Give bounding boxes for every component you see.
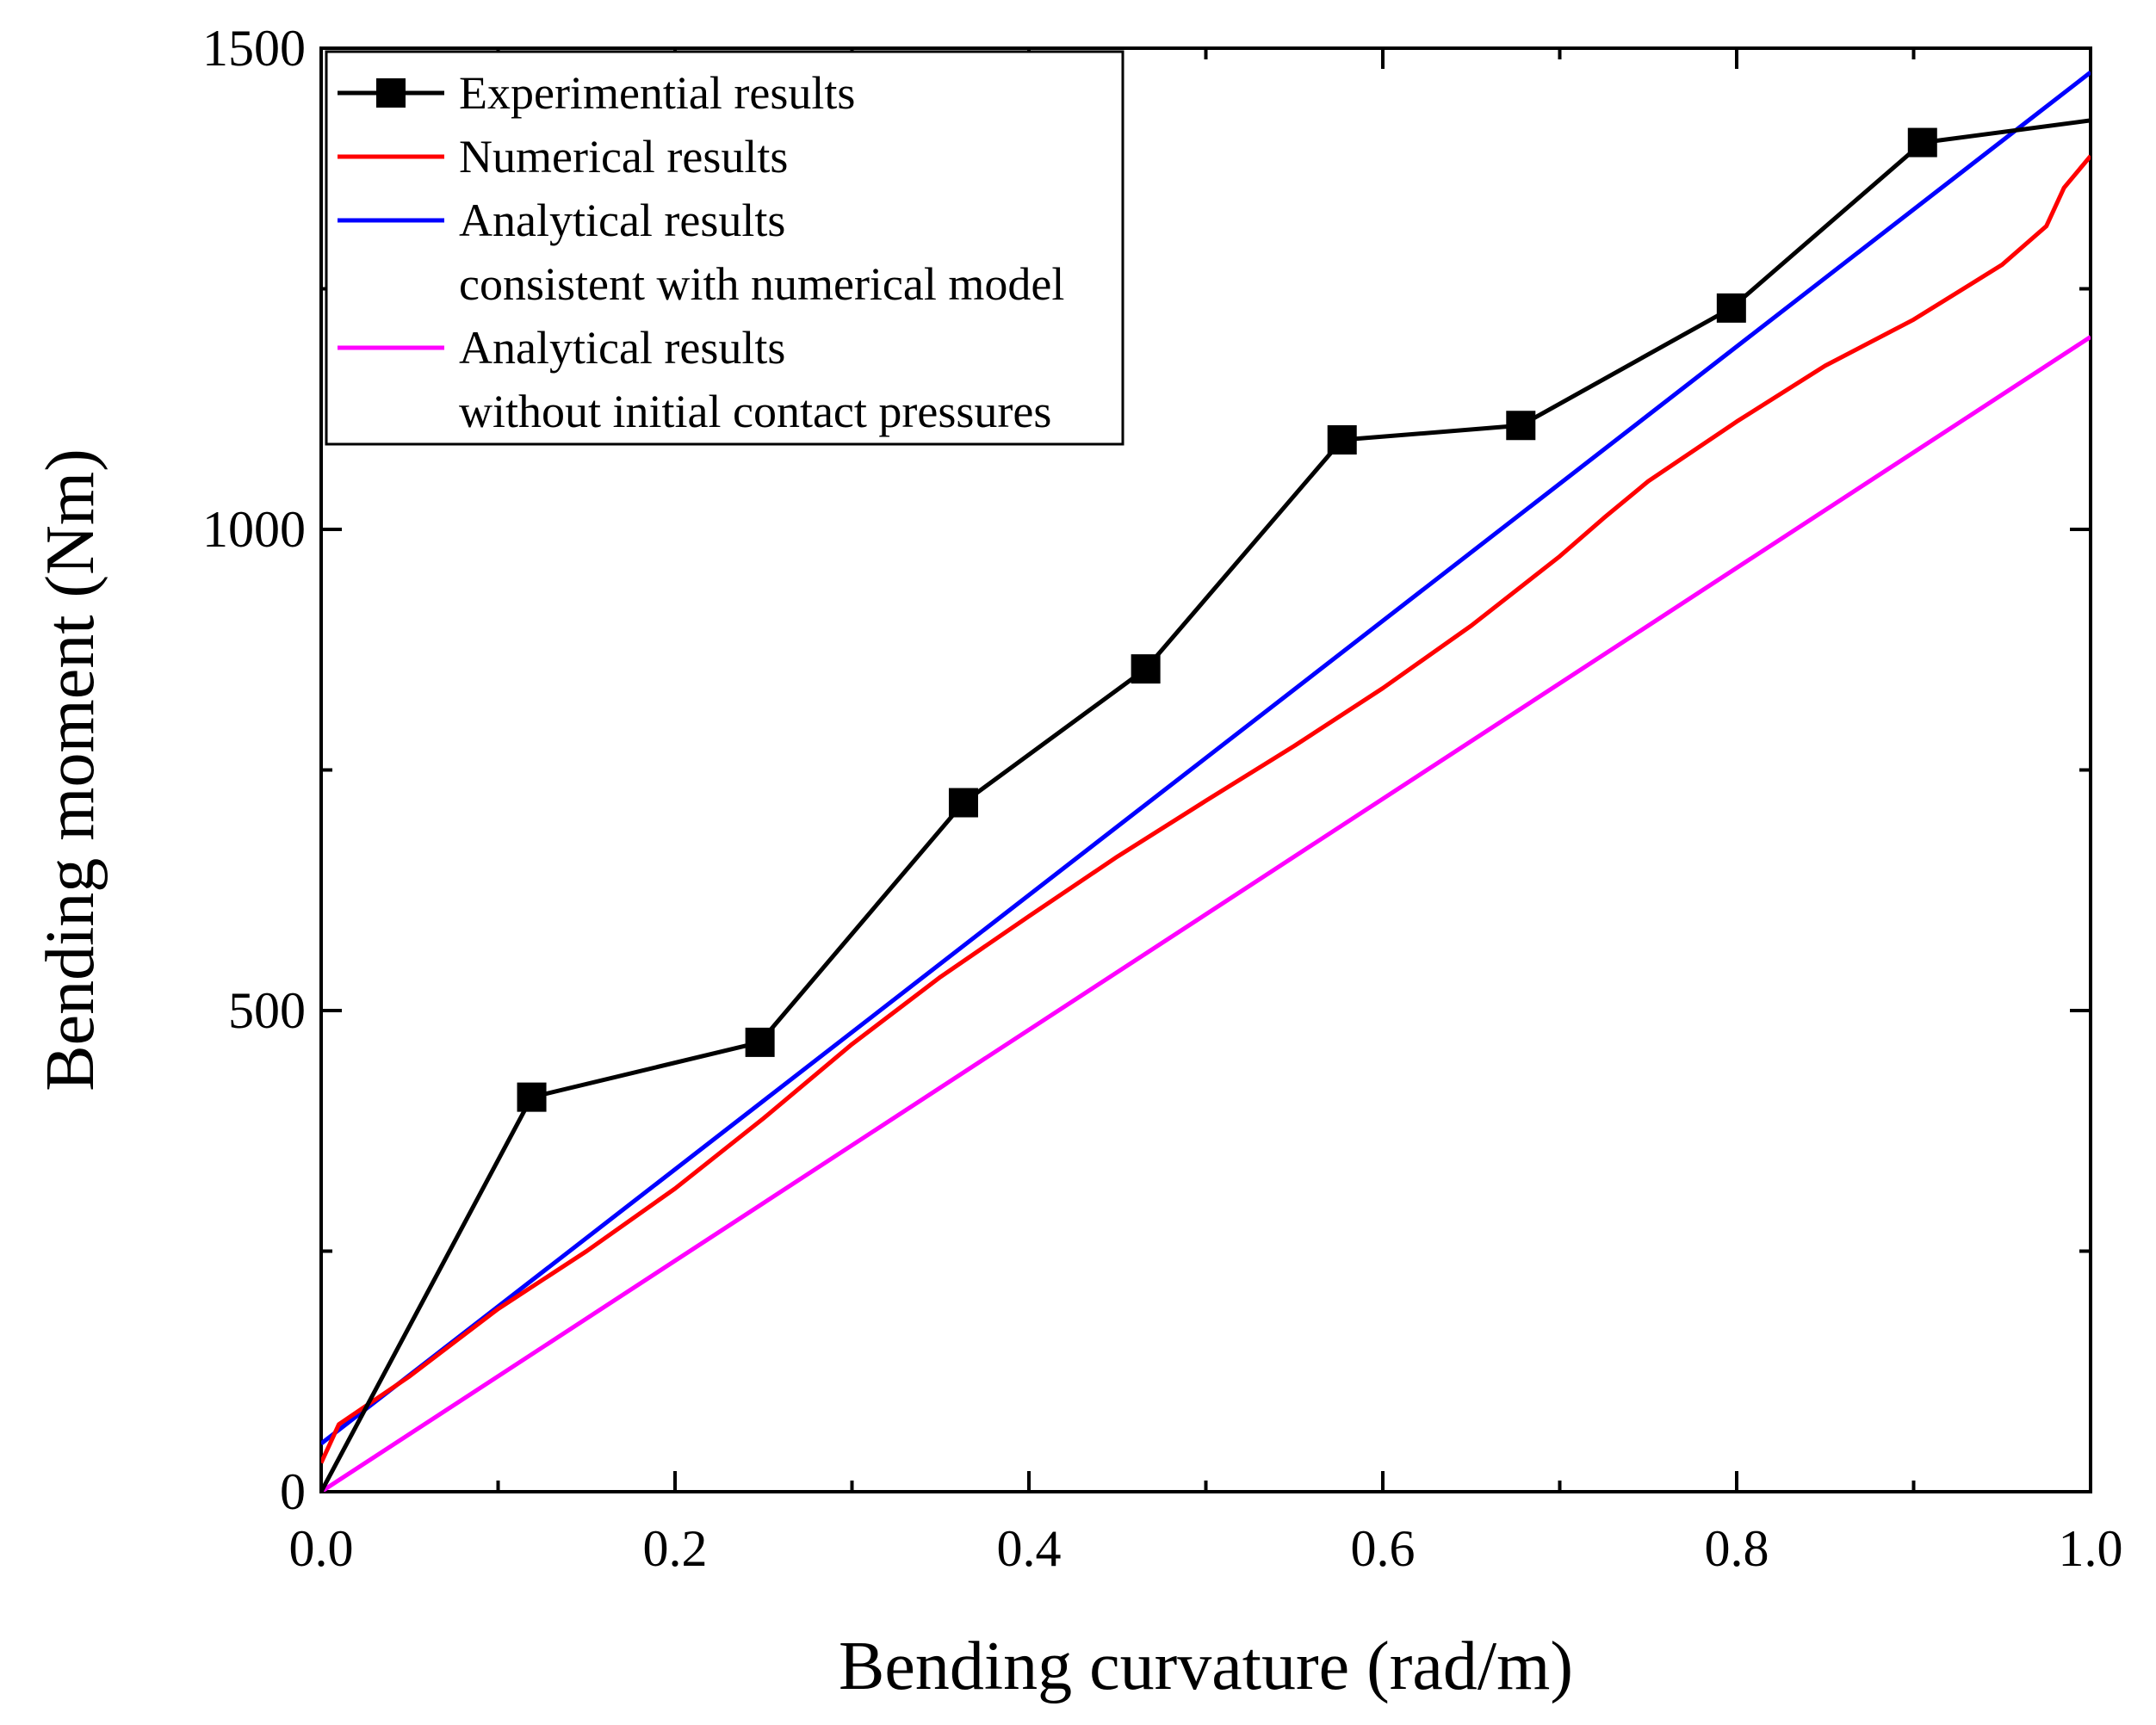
y-tick-label: 1000 bbox=[202, 501, 306, 558]
y-tick-label: 0 bbox=[280, 1463, 306, 1520]
legend-label: Numerical results bbox=[459, 131, 788, 182]
x-tick-label: 0.8 bbox=[1705, 1520, 1769, 1577]
data-point-marker bbox=[1131, 654, 1161, 684]
legend-label: without initial contact pressures bbox=[459, 386, 1051, 437]
data-point-marker bbox=[1907, 127, 1937, 158]
series-line-3 bbox=[321, 335, 2091, 1492]
legend-label: consistent with numerical model bbox=[459, 258, 1064, 310]
x-tick-label: 0.6 bbox=[1351, 1520, 1416, 1577]
data-point-marker bbox=[1327, 425, 1357, 455]
data-point-marker bbox=[1716, 293, 1746, 323]
x-tick-label: 1.0 bbox=[2059, 1520, 2123, 1577]
legend-label: Experimential results bbox=[459, 67, 855, 119]
x-tick-label: 0.2 bbox=[643, 1520, 708, 1577]
series-group bbox=[321, 71, 2091, 1492]
legend-box bbox=[325, 50, 1124, 446]
y-tick-label: 1500 bbox=[202, 20, 306, 77]
data-point-marker bbox=[948, 788, 978, 818]
series-line-0 bbox=[321, 118, 2091, 1492]
axes: 0.0 0.2 0.4 0.6 0.8 1.0 0 500 1000 1500 bbox=[202, 20, 2123, 1577]
legend-swatch-marker bbox=[376, 78, 406, 108]
series-line-2 bbox=[321, 71, 2091, 1446]
series-line-1 bbox=[321, 154, 2091, 1464]
data-point-marker bbox=[1506, 411, 1536, 441]
x-tick-label: 0.4 bbox=[997, 1520, 1062, 1577]
data-point-marker bbox=[517, 1082, 547, 1112]
legend: Experimential results Numerical results An… bbox=[325, 50, 1124, 446]
x-tick-label: 0.0 bbox=[289, 1520, 354, 1577]
y-axis-title: Bending moment (Nm) bbox=[33, 448, 108, 1091]
legend-label: Analytical results bbox=[459, 322, 785, 374]
legend-label: Analytical results bbox=[459, 195, 785, 246]
y-tick-label: 500 bbox=[228, 982, 306, 1039]
x-axis-title: Bending curvature (rad/m) bbox=[839, 1629, 1573, 1704]
data-point-marker bbox=[745, 1027, 775, 1057]
